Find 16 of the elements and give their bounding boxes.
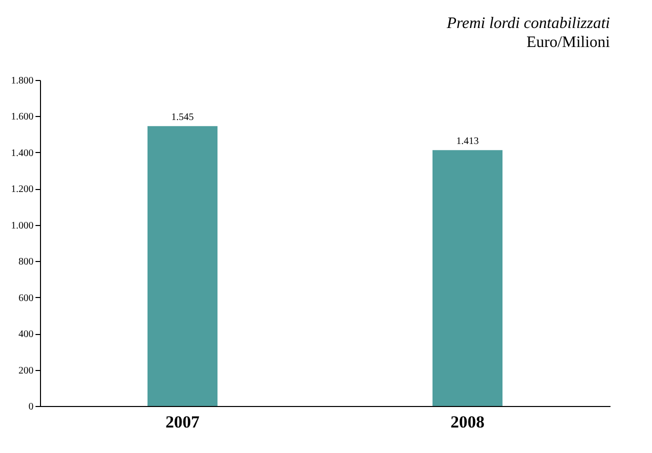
- data-label: 1.413: [456, 136, 479, 148]
- y-tick-label: 1.000: [11, 220, 34, 232]
- x-tick-label: 2008: [450, 412, 484, 432]
- x-tick-label: 2007: [166, 412, 200, 432]
- y-tick-label: 200: [18, 365, 34, 376]
- chart-subtitle: Euro/Milioni: [526, 34, 611, 51]
- y-tick-label: 600: [18, 292, 34, 304]
- y-tick-label: 0: [28, 402, 34, 412]
- chart-title: Premi lordi contabilizzati: [446, 15, 610, 32]
- y-tick-label: 1.400: [11, 148, 34, 159]
- y-tick-label: 800: [18, 256, 34, 268]
- y-tick-label: 1.200: [11, 184, 34, 196]
- y-tick-label: 1.800: [11, 76, 34, 86]
- y-tick-label: 1.600: [11, 112, 34, 123]
- data-label: 1.545: [171, 112, 194, 124]
- y-tick-label: 400: [18, 329, 34, 340]
